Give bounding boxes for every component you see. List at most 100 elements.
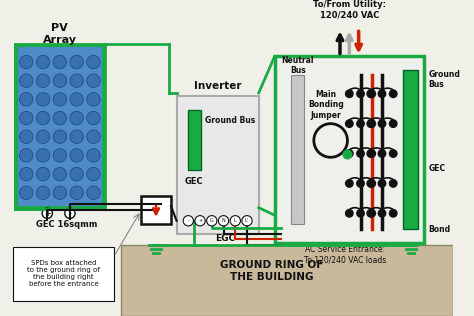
Circle shape bbox=[53, 55, 66, 69]
Circle shape bbox=[346, 210, 353, 217]
Circle shape bbox=[19, 55, 33, 69]
Circle shape bbox=[70, 74, 83, 88]
Bar bbox=[274, 57, 424, 243]
Circle shape bbox=[357, 150, 364, 157]
Circle shape bbox=[53, 186, 66, 199]
Bar bbox=[188, 110, 201, 170]
Bar bbox=[15, 44, 105, 209]
Circle shape bbox=[87, 93, 100, 106]
Circle shape bbox=[36, 130, 50, 143]
Circle shape bbox=[367, 120, 374, 127]
Circle shape bbox=[368, 150, 375, 157]
Circle shape bbox=[19, 167, 33, 181]
Circle shape bbox=[346, 150, 353, 157]
Text: To/From Utility:
120/240 VAC: To/From Utility: 120/240 VAC bbox=[313, 0, 386, 19]
Text: -: - bbox=[68, 209, 72, 218]
Text: -: - bbox=[187, 218, 189, 223]
Circle shape bbox=[367, 150, 374, 157]
Circle shape bbox=[70, 149, 83, 162]
Circle shape bbox=[87, 167, 100, 181]
Bar bbox=[177, 96, 259, 234]
Text: L': L' bbox=[245, 218, 249, 223]
Bar bbox=[141, 197, 171, 224]
Text: PV
Array: PV Array bbox=[43, 23, 77, 45]
Text: Main
Bonding
Jumper: Main Bonding Jumper bbox=[308, 90, 344, 120]
Circle shape bbox=[53, 74, 66, 88]
Circle shape bbox=[53, 167, 66, 181]
Bar bbox=[13, 247, 114, 301]
Circle shape bbox=[367, 180, 374, 187]
Text: N: N bbox=[222, 218, 226, 223]
Circle shape bbox=[42, 208, 53, 218]
Circle shape bbox=[378, 90, 386, 98]
Circle shape bbox=[219, 216, 228, 226]
Circle shape bbox=[36, 111, 50, 125]
Bar bbox=[403, 70, 419, 229]
Circle shape bbox=[390, 150, 397, 157]
Circle shape bbox=[19, 186, 33, 199]
Circle shape bbox=[378, 180, 386, 187]
Circle shape bbox=[87, 149, 100, 162]
Circle shape bbox=[390, 120, 397, 127]
Circle shape bbox=[36, 186, 50, 199]
Circle shape bbox=[368, 90, 375, 98]
Circle shape bbox=[19, 149, 33, 162]
Circle shape bbox=[36, 55, 50, 69]
Text: +: + bbox=[44, 209, 51, 218]
Circle shape bbox=[390, 210, 397, 217]
Circle shape bbox=[368, 120, 375, 127]
Text: AC Service Entrance:
To 120/240 VAC loads: AC Service Entrance: To 120/240 VAC load… bbox=[303, 245, 386, 264]
Circle shape bbox=[70, 167, 83, 181]
Circle shape bbox=[390, 180, 397, 187]
Circle shape bbox=[390, 90, 397, 98]
Circle shape bbox=[87, 130, 100, 143]
Text: EGC: EGC bbox=[215, 234, 235, 243]
Text: GEC 16sqmm: GEC 16sqmm bbox=[36, 220, 97, 229]
Text: SPDs box attached
to the ground ring of
the building right
before the entrance: SPDs box attached to the ground ring of … bbox=[27, 260, 100, 288]
Circle shape bbox=[378, 150, 386, 157]
Circle shape bbox=[242, 216, 252, 226]
Circle shape bbox=[19, 111, 33, 125]
Circle shape bbox=[357, 210, 364, 217]
Circle shape bbox=[368, 210, 375, 217]
Circle shape bbox=[19, 93, 33, 106]
Circle shape bbox=[87, 74, 100, 88]
Text: GROUND RING OF
THE BUILDING: GROUND RING OF THE BUILDING bbox=[220, 260, 323, 282]
Circle shape bbox=[87, 55, 100, 69]
Circle shape bbox=[36, 93, 50, 106]
Circle shape bbox=[87, 111, 100, 125]
Circle shape bbox=[346, 120, 353, 127]
Circle shape bbox=[36, 149, 50, 162]
Text: Ground
Bus: Ground Bus bbox=[428, 70, 461, 89]
Circle shape bbox=[346, 180, 353, 187]
Text: G: G bbox=[210, 218, 214, 223]
Circle shape bbox=[368, 180, 375, 187]
Circle shape bbox=[378, 120, 386, 127]
Circle shape bbox=[53, 130, 66, 143]
Circle shape bbox=[346, 90, 353, 98]
Bar bbox=[18, 47, 102, 206]
Circle shape bbox=[357, 90, 364, 98]
Text: +: + bbox=[198, 218, 202, 223]
Circle shape bbox=[378, 210, 386, 217]
Circle shape bbox=[19, 130, 33, 143]
Bar bbox=[120, 245, 453, 316]
Circle shape bbox=[70, 111, 83, 125]
Text: L: L bbox=[234, 218, 237, 223]
Circle shape bbox=[53, 149, 66, 162]
Circle shape bbox=[36, 167, 50, 181]
Circle shape bbox=[53, 111, 66, 125]
Circle shape bbox=[53, 93, 66, 106]
Circle shape bbox=[19, 74, 33, 88]
Bar bbox=[292, 75, 304, 224]
Text: GEC: GEC bbox=[185, 177, 204, 186]
Text: Bond: Bond bbox=[428, 225, 451, 234]
Circle shape bbox=[36, 74, 50, 88]
Circle shape bbox=[87, 186, 100, 199]
Circle shape bbox=[65, 208, 75, 218]
Circle shape bbox=[183, 216, 193, 226]
Text: Inverter: Inverter bbox=[194, 81, 241, 91]
Text: GEC: GEC bbox=[428, 164, 446, 173]
Circle shape bbox=[195, 216, 205, 226]
Text: Ground Bus: Ground Bus bbox=[205, 116, 255, 125]
